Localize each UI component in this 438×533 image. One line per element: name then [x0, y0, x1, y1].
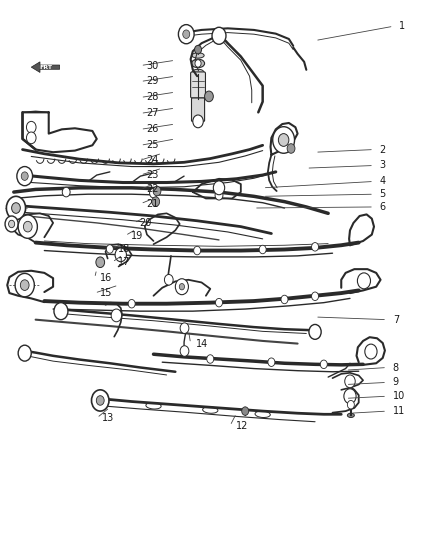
- Text: 23: 23: [146, 170, 159, 180]
- Circle shape: [175, 279, 188, 295]
- Text: 21: 21: [146, 199, 159, 209]
- Circle shape: [215, 190, 223, 200]
- Circle shape: [17, 166, 32, 185]
- FancyBboxPatch shape: [191, 98, 205, 122]
- Text: 29: 29: [146, 77, 159, 86]
- Circle shape: [207, 355, 214, 364]
- Polygon shape: [31, 62, 60, 72]
- Circle shape: [54, 303, 68, 320]
- Text: 16: 16: [100, 273, 113, 283]
- Circle shape: [20, 280, 29, 290]
- Circle shape: [205, 91, 213, 102]
- Text: 30: 30: [146, 61, 158, 70]
- Text: 9: 9: [393, 377, 399, 387]
- Circle shape: [311, 243, 318, 251]
- Circle shape: [259, 245, 266, 254]
- Circle shape: [194, 45, 201, 54]
- Text: 17: 17: [118, 257, 130, 267]
- Circle shape: [311, 292, 318, 301]
- Circle shape: [345, 375, 355, 387]
- Circle shape: [21, 172, 28, 180]
- Text: 27: 27: [146, 108, 159, 118]
- Circle shape: [106, 245, 113, 253]
- Circle shape: [92, 390, 109, 411]
- Text: 20: 20: [140, 218, 152, 228]
- Text: 18: 18: [118, 245, 130, 254]
- Text: 6: 6: [380, 202, 386, 212]
- Text: 15: 15: [100, 288, 113, 298]
- Circle shape: [150, 188, 157, 198]
- Circle shape: [268, 358, 275, 367]
- Circle shape: [215, 298, 223, 307]
- Ellipse shape: [192, 53, 204, 58]
- Circle shape: [152, 197, 159, 206]
- Ellipse shape: [347, 413, 354, 417]
- Text: 3: 3: [380, 160, 386, 171]
- Circle shape: [18, 345, 31, 361]
- Circle shape: [273, 127, 294, 154]
- Circle shape: [213, 181, 225, 195]
- Circle shape: [62, 187, 70, 197]
- Text: 13: 13: [102, 413, 115, 423]
- Text: 24: 24: [146, 155, 159, 165]
- Circle shape: [357, 273, 371, 289]
- Ellipse shape: [192, 69, 204, 75]
- Circle shape: [309, 325, 321, 340]
- Circle shape: [111, 309, 122, 322]
- Circle shape: [320, 360, 327, 368]
- Ellipse shape: [203, 407, 218, 413]
- Circle shape: [23, 221, 32, 232]
- Text: 4: 4: [380, 176, 386, 187]
- Text: 14: 14: [196, 338, 208, 349]
- Circle shape: [115, 248, 127, 262]
- Text: 10: 10: [393, 391, 405, 401]
- Circle shape: [26, 132, 36, 144]
- Text: 25: 25: [146, 140, 159, 150]
- Circle shape: [365, 344, 377, 359]
- Text: 26: 26: [146, 124, 159, 134]
- Circle shape: [183, 30, 190, 38]
- Text: 5: 5: [380, 189, 386, 199]
- Ellipse shape: [146, 402, 161, 409]
- Circle shape: [9, 220, 14, 228]
- Text: 19: 19: [131, 231, 143, 241]
- Circle shape: [153, 186, 161, 196]
- Text: 7: 7: [393, 314, 399, 325]
- Circle shape: [15, 273, 34, 297]
- Text: 28: 28: [146, 92, 159, 102]
- Circle shape: [7, 196, 25, 220]
- Circle shape: [164, 274, 173, 285]
- Circle shape: [179, 284, 184, 290]
- Circle shape: [193, 115, 203, 128]
- FancyBboxPatch shape: [191, 72, 205, 98]
- Text: 11: 11: [393, 406, 405, 416]
- Circle shape: [96, 395, 104, 405]
- Circle shape: [5, 216, 18, 232]
- Circle shape: [279, 134, 289, 147]
- Circle shape: [180, 323, 189, 334]
- Circle shape: [287, 144, 295, 154]
- Text: 12: 12: [236, 421, 248, 431]
- Circle shape: [26, 122, 36, 133]
- Circle shape: [194, 246, 201, 255]
- Circle shape: [18, 215, 37, 238]
- Circle shape: [344, 389, 356, 403]
- Circle shape: [178, 25, 194, 44]
- Text: 22: 22: [146, 184, 159, 195]
- Circle shape: [242, 407, 249, 415]
- Circle shape: [12, 203, 20, 213]
- Circle shape: [96, 257, 105, 268]
- Ellipse shape: [191, 59, 205, 68]
- Circle shape: [281, 295, 288, 304]
- Text: FRT: FRT: [39, 64, 52, 70]
- Text: 2: 2: [380, 144, 386, 155]
- Circle shape: [212, 27, 226, 44]
- Circle shape: [347, 400, 354, 409]
- Text: 8: 8: [393, 362, 399, 373]
- Text: 1: 1: [399, 21, 406, 31]
- Ellipse shape: [255, 411, 270, 417]
- Circle shape: [180, 346, 189, 357]
- Circle shape: [195, 60, 201, 67]
- Circle shape: [128, 300, 135, 308]
